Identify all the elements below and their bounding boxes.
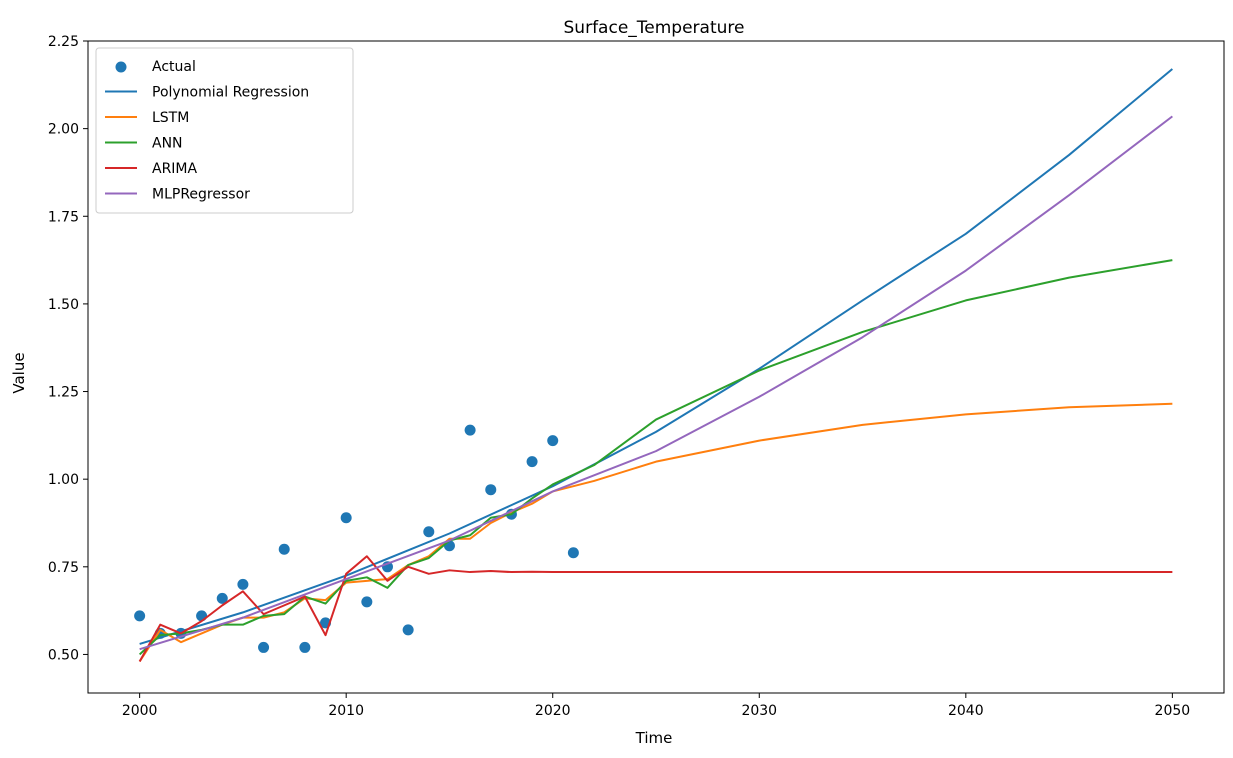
legend-label: ANN <box>152 136 183 152</box>
series-line-lstm <box>138 402 1173 662</box>
x-tick-label: 2010 <box>328 703 364 719</box>
plot-area <box>134 68 1173 662</box>
legend-label: MLPRegressor <box>152 187 250 203</box>
actual-point <box>423 526 435 538</box>
y-tick-label: 1.75 <box>48 209 79 225</box>
actual-point <box>134 610 146 622</box>
chart-title: Surface_Temperature <box>564 18 745 38</box>
x-tick-label: 2050 <box>1155 703 1191 719</box>
y-tick-label: 0.50 <box>48 647 79 663</box>
x-tick-label: 2020 <box>535 703 571 719</box>
legend-label: ARIMA <box>152 161 198 177</box>
actual-point <box>196 610 208 622</box>
actual-point <box>258 641 270 653</box>
y-axis-label: Value <box>10 352 28 393</box>
series-line-polynomial-regression <box>139 68 1173 645</box>
legend-label: LSTM <box>152 110 189 126</box>
actual-point <box>485 484 497 496</box>
y-tick-label: 1.25 <box>48 385 79 401</box>
actual-point <box>216 592 228 604</box>
actual-point <box>340 512 352 524</box>
legend-marker <box>115 61 127 73</box>
legend: Actual Polynomial Regression LSTM ANN ARIMA M… <box>95 47 354 214</box>
actual-point <box>278 543 290 555</box>
actual-point <box>547 435 559 447</box>
series-line-ann <box>138 259 1173 656</box>
y-tick-label: 2.00 <box>48 122 79 138</box>
legend-label: Polynomial Regression <box>152 85 309 101</box>
actual-point <box>464 424 476 436</box>
x-axis-label: Time <box>635 729 673 747</box>
y-tick-label: 1.50 <box>48 297 79 313</box>
x-tick-label: 2040 <box>948 703 984 719</box>
actual-point <box>237 578 249 590</box>
actual-point <box>361 596 373 608</box>
x-tick-label: 2030 <box>741 703 777 719</box>
series-line-mlpregressor <box>139 115 1173 651</box>
y-tick-label: 0.75 <box>48 560 79 576</box>
plot-frame <box>87 40 1225 694</box>
y-tick-label: 1.00 <box>48 472 79 488</box>
series-line-arima <box>138 555 1173 662</box>
axes: 2000 2010 2020 2030 2040 2050 0.50 0.75 1.00 1.25… <box>48 34 1225 719</box>
x-tick-label: 2000 <box>122 703 158 719</box>
legend-label: Actual <box>152 59 196 75</box>
actual-point <box>526 456 538 468</box>
actual-point <box>402 624 414 636</box>
actual-point <box>567 547 579 559</box>
y-tick-label: 2.25 <box>48 34 79 50</box>
legend-box <box>95 47 354 214</box>
actual-point <box>299 641 311 653</box>
